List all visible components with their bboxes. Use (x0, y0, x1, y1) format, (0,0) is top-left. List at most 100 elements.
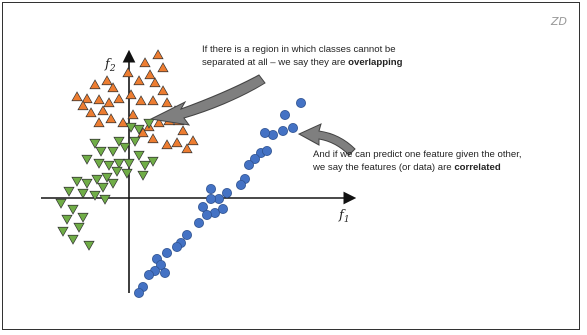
green-triangle-point (95, 146, 107, 157)
orange-triangle-point (105, 113, 117, 124)
blue-circle-point (217, 203, 228, 214)
watermark-signature: ZD (550, 15, 567, 28)
blue-circle-point (205, 193, 216, 204)
orange-triangle-point (125, 89, 137, 100)
orange-triangle-point (147, 95, 159, 106)
blue-circle-point (235, 179, 246, 190)
overlap-annotation-line2: separated at all – we say they are (202, 57, 349, 68)
blue-circle-point (193, 217, 204, 228)
orange-triangle-point (89, 79, 101, 90)
blue-circle-point (155, 259, 166, 270)
green-triangle-point (119, 142, 131, 153)
green-triangle-point (137, 170, 149, 181)
green-triangle-point (67, 234, 79, 245)
overlap-annotation-line1: If there is a region in which classes ca… (202, 44, 396, 55)
green-triangle-point (101, 172, 113, 183)
orange-triangle-point (157, 85, 169, 96)
orange-triangle-point (103, 97, 115, 108)
blue-circle-point (287, 123, 298, 134)
green-triangle-point (73, 222, 85, 233)
blue-circle-point (205, 183, 216, 194)
green-triangle-point (121, 168, 133, 179)
orange-triangle-point (147, 133, 159, 144)
blue-circle-point (197, 201, 208, 212)
orange-triangle-point (161, 97, 173, 108)
orange-triangle-point (101, 75, 113, 86)
green-triangle-point (55, 198, 67, 209)
green-triangle-point (125, 122, 137, 133)
orange-triangle-point (107, 82, 119, 93)
orange-triangle-point (113, 93, 125, 104)
green-triangle-point (89, 190, 101, 201)
orange-triangle-point (153, 117, 165, 128)
green-triangle-point (97, 182, 109, 193)
correlated-callout-arrow (297, 123, 356, 156)
blue-circle-point (133, 287, 144, 298)
orange-triangle-point (181, 143, 193, 154)
green-triangle-point (123, 158, 135, 169)
orange-triangle-point (93, 94, 105, 105)
blue-circle-point (181, 229, 192, 240)
blue-circle-point (159, 267, 170, 278)
orange-triangle-point (177, 125, 189, 136)
green-triangle-point (63, 186, 75, 197)
blue-circle-point (161, 247, 172, 258)
slide-frame: f2 f1 ZD If there is a region in which c… (2, 2, 580, 330)
blue-circle-point (221, 187, 232, 198)
correlated-annotation-line2: we say the features (or data) are (313, 162, 455, 173)
green-triangle-point (81, 154, 93, 165)
green-triangle-point (93, 158, 105, 169)
orange-triangle-point (97, 105, 109, 116)
correlated-points (133, 98, 306, 298)
orange-triangle-point (171, 137, 183, 148)
x-axis-label: f1 (338, 208, 350, 225)
orange-triangle-point (187, 135, 199, 146)
green-class-points (55, 118, 159, 251)
green-triangle-point (111, 166, 123, 177)
green-triangle-point (91, 174, 103, 185)
green-triangle-point (67, 204, 79, 215)
green-triangle-point (77, 188, 89, 199)
blue-circle-point (295, 98, 306, 109)
orange-triangle-point (157, 62, 169, 73)
green-triangle-point (133, 150, 145, 161)
green-triangle-point (147, 156, 159, 167)
green-triangle-point (139, 160, 151, 171)
orange-triangle-point (152, 49, 164, 60)
orange-triangle-point (144, 69, 156, 80)
green-triangle-point (129, 136, 141, 147)
orange-triangle-point (71, 91, 83, 102)
green-triangle-point (81, 178, 93, 189)
green-triangle-point (99, 194, 111, 205)
orange-triangle-point (93, 117, 105, 128)
overlap-callout-arrow (149, 74, 266, 126)
blue-circle-point (279, 110, 290, 121)
blue-circle-point (243, 159, 254, 170)
green-triangle-point (83, 240, 95, 251)
orange-triangle-point (161, 139, 173, 150)
green-triangle-point (103, 160, 115, 171)
orange-triangle-point (122, 67, 134, 78)
correlated-term: correlated (454, 162, 501, 173)
orange-triangle-point (77, 100, 89, 111)
green-triangle-point (89, 138, 101, 149)
green-triangle-point (113, 158, 125, 169)
green-triangle-point (107, 146, 119, 157)
orange-triangle-point (137, 127, 149, 138)
green-triangle-point (143, 118, 155, 129)
green-triangle-point (61, 214, 73, 225)
orange-triangle-point (81, 93, 93, 104)
green-triangle-point (57, 226, 69, 237)
green-triangle-point (133, 124, 145, 135)
blue-circle-point (261, 145, 272, 156)
orange-triangle-point (127, 109, 139, 120)
correlated-annotation-line1: And if we can predict one feature given … (313, 149, 522, 160)
overlap-annotation: If there is a region in which classes ca… (202, 43, 472, 69)
blue-circle-point (201, 209, 212, 220)
orange-triangle-point (117, 117, 129, 128)
orange-triangle-point (149, 77, 161, 88)
green-triangle-point (71, 176, 83, 187)
orange-triangle-point (85, 107, 97, 118)
orange-triangle-point (135, 95, 147, 106)
scatter-plot: f2 f1 ZD (41, 15, 567, 298)
